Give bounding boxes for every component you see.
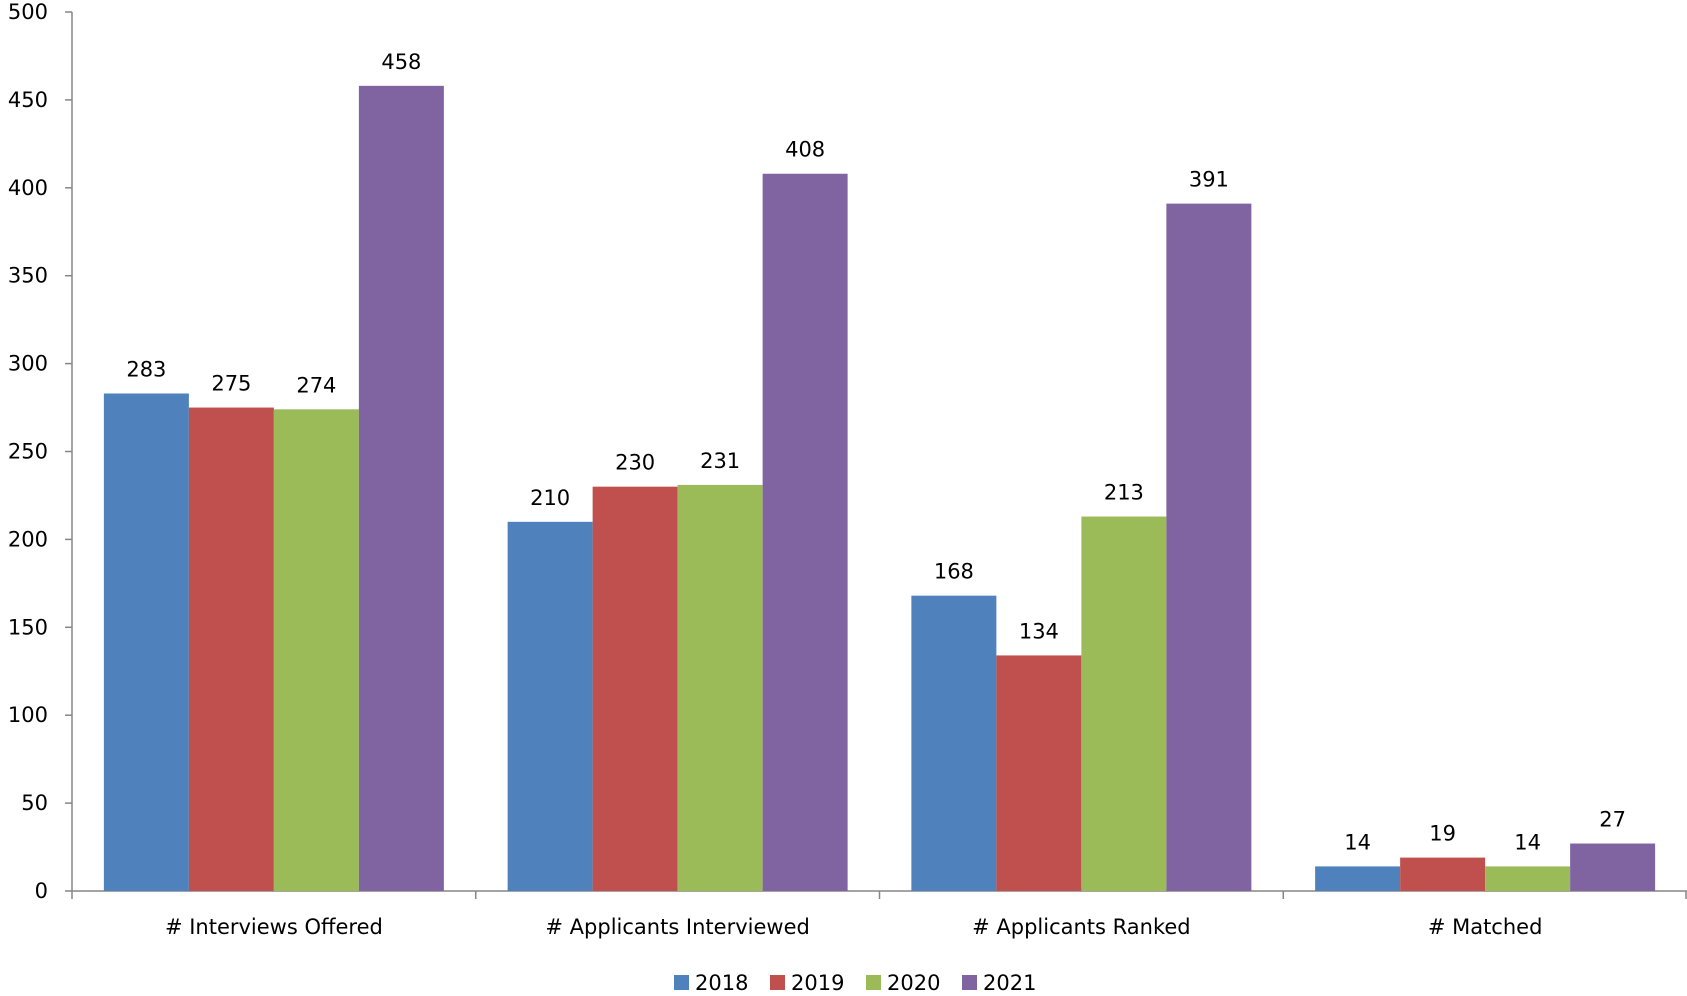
legend-label-2021: 2021 [983, 971, 1036, 995]
bar-2019 [188, 407, 274, 891]
bar-2019 [592, 486, 678, 891]
data-labels: 283 275 274 458 210 230 231 408 168 134 213 391 14 19… [126, 50, 1626, 855]
data-label: 14 [1514, 830, 1541, 854]
y-tick-label: 450 [8, 88, 48, 112]
data-label: 134 [1019, 619, 1059, 643]
bar-2020 [677, 484, 763, 891]
data-label: 27 [1599, 808, 1626, 832]
bar-2019 [996, 655, 1082, 891]
data-label: 213 [1104, 481, 1144, 505]
data-label: 231 [700, 449, 740, 473]
y-tick-label: 400 [8, 176, 48, 200]
data-label: 391 [1189, 168, 1229, 192]
data-label: 230 [615, 451, 655, 475]
category-label: # Applicants Interviewed [545, 915, 809, 939]
category-label: # Matched [1428, 915, 1543, 939]
legend-swatch-2021 [962, 975, 977, 990]
bar-2021 [762, 173, 848, 892]
bar-2018 [1315, 866, 1401, 891]
legend-swatch-2019 [770, 975, 785, 990]
data-label: 19 [1429, 822, 1456, 846]
bar-2018 [507, 521, 593, 891]
data-label: 283 [126, 357, 166, 381]
bar-2018 [911, 595, 997, 891]
x-axis: # Interviews Offered # Applicants Intervi… [71, 890, 1687, 939]
y-tick-label: 300 [8, 352, 48, 376]
category-label: # Interviews Offered [165, 915, 383, 939]
bar-2020 [1081, 516, 1167, 891]
legend: 2018 2019 2020 2021 [674, 971, 1036, 995]
bar-2019 [1400, 857, 1486, 891]
y-tick-label: 200 [8, 527, 48, 551]
y-tick-label: 350 [8, 264, 48, 288]
y-tick-label: 250 [8, 440, 48, 464]
data-label: 168 [934, 560, 974, 584]
legend-swatch-2020 [866, 975, 881, 990]
y-tick-label: 100 [8, 703, 48, 727]
data-label: 210 [530, 486, 570, 510]
bars [103, 85, 1656, 892]
data-label: 275 [211, 372, 251, 396]
data-label: 458 [381, 50, 421, 74]
y-axis: 0 50 100 150 200 250 300 350 400 450 500 [8, 0, 73, 903]
legend-label-2020: 2020 [887, 971, 940, 995]
bar-2020 [273, 409, 359, 891]
data-label: 14 [1344, 830, 1371, 854]
y-tick-label: 0 [35, 879, 48, 903]
legend-label-2019: 2019 [791, 971, 844, 995]
legend-label-2018: 2018 [695, 971, 748, 995]
y-tick-label: 500 [8, 0, 48, 24]
y-tick-label: 150 [8, 615, 48, 639]
bar-2020 [1485, 866, 1571, 891]
data-label: 408 [785, 138, 825, 162]
bar-2021 [1166, 203, 1252, 891]
y-tick-label: 50 [21, 791, 48, 815]
data-label: 274 [296, 373, 336, 397]
bar-2018 [103, 393, 189, 891]
bar-2021 [358, 85, 444, 891]
bar-2021 [1570, 843, 1656, 891]
category-label: # Applicants Ranked [972, 915, 1191, 939]
legend-swatch-2018 [674, 975, 689, 990]
